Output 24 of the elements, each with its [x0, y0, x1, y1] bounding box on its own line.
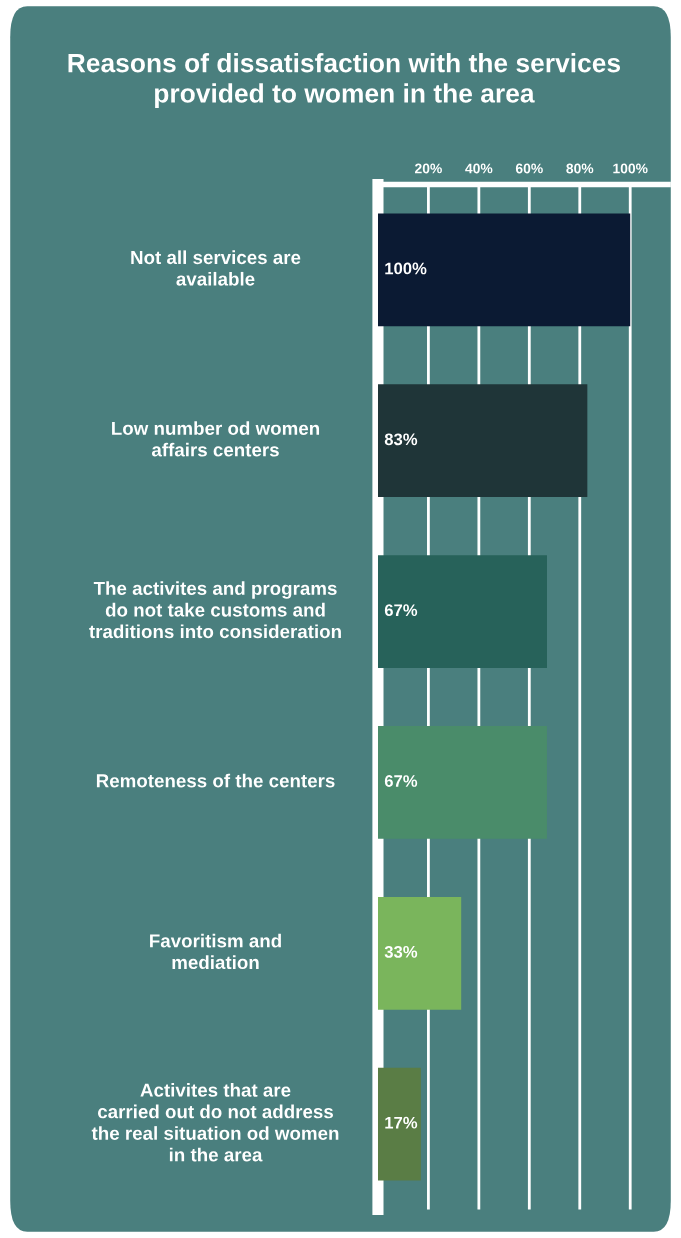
y-tick-label: Remoteness of the centers: [96, 773, 335, 788]
x-tick-label: 100%: [613, 163, 648, 174]
y-tick-label: Favoritism and mediation: [150, 933, 281, 970]
x-tick-label: 20%: [414, 163, 442, 174]
data-label: 33%: [384, 945, 418, 958]
y-tick-label: Activites that are carried out do not address the real situation od women in the area: [91, 1083, 339, 1162]
bar: [377, 896, 462, 1010]
bar: [377, 1067, 421, 1181]
x-tick-label: 40%: [465, 163, 493, 174]
bar: [377, 384, 588, 498]
bar: [377, 726, 547, 839]
data-label: 83%: [384, 433, 418, 446]
y-tick-label: Not all services are available: [131, 250, 301, 286]
x-tick-label: 60%: [515, 163, 543, 174]
bar: [377, 213, 631, 327]
data-label: 67%: [384, 775, 418, 787]
bar: [377, 555, 547, 668]
y-tick-label: The activites and programs do not take customs and traditions into consideration: [89, 581, 341, 639]
chart-title: Reasons of dissatisfaction with the services provided to women in the area: [68, 53, 621, 108]
data-label: 17%: [385, 1116, 418, 1129]
y-tick-label: Low number od women affairs centers: [112, 421, 320, 457]
x-tick-label: 80%: [566, 163, 594, 174]
data-label: 100%: [385, 262, 427, 275]
data-label: 67%: [384, 604, 418, 617]
